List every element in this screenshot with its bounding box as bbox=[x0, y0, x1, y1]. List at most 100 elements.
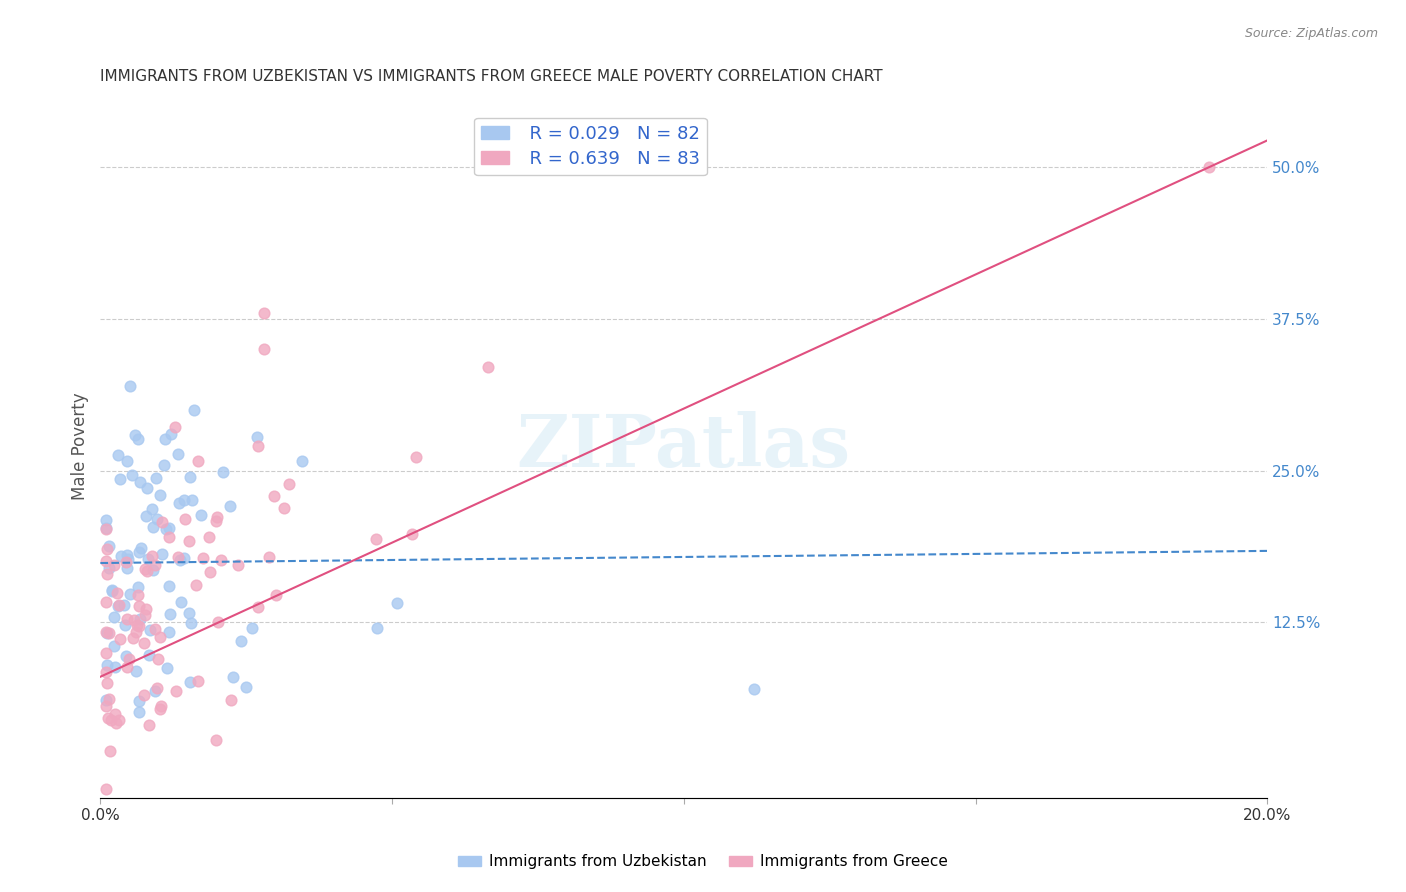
Point bbox=[477, 359, 499, 374]
Point bbox=[145, 684, 167, 698]
Point bbox=[128, 694, 150, 708]
Text: IMMIGRANTS FROM UZBEKISTAN VS IMMIGRANTS FROM GREECE MALE POVERTY CORRELATION CH: IMMIGRANTS FROM UZBEKISTAN VS IMMIGRANTS… bbox=[100, 69, 883, 84]
Point bbox=[401, 526, 423, 541]
Point bbox=[146, 512, 169, 526]
Point bbox=[122, 631, 145, 645]
Point bbox=[184, 578, 207, 592]
Point bbox=[97, 561, 120, 575]
Point bbox=[127, 588, 149, 602]
Point bbox=[149, 702, 172, 716]
Point bbox=[107, 599, 129, 613]
Point bbox=[149, 488, 172, 502]
Point bbox=[149, 630, 172, 644]
Point bbox=[159, 607, 181, 622]
Point bbox=[128, 545, 150, 559]
Point bbox=[246, 430, 269, 444]
Point bbox=[273, 500, 295, 515]
Point bbox=[98, 744, 121, 758]
Point bbox=[191, 550, 214, 565]
Point bbox=[219, 693, 242, 707]
Point bbox=[385, 596, 408, 610]
Point bbox=[150, 516, 173, 530]
Point bbox=[115, 560, 138, 574]
Point bbox=[128, 619, 150, 633]
Point bbox=[263, 489, 285, 503]
Point bbox=[226, 558, 249, 573]
Point bbox=[246, 439, 269, 453]
Point bbox=[96, 554, 118, 568]
Point bbox=[165, 683, 187, 698]
Point bbox=[129, 541, 152, 555]
Point bbox=[98, 539, 121, 553]
Point bbox=[134, 562, 156, 576]
Point bbox=[96, 646, 118, 660]
Point bbox=[190, 508, 212, 523]
Point bbox=[253, 342, 276, 356]
Point bbox=[139, 624, 162, 638]
Point bbox=[157, 624, 180, 639]
Point bbox=[96, 513, 118, 527]
Point bbox=[107, 448, 129, 462]
Point bbox=[141, 549, 163, 564]
Point bbox=[142, 520, 165, 534]
Point bbox=[145, 471, 167, 485]
Point bbox=[170, 595, 193, 609]
Point bbox=[114, 617, 136, 632]
Point bbox=[212, 465, 235, 479]
Point bbox=[179, 607, 201, 621]
Point bbox=[129, 475, 152, 489]
Point bbox=[132, 689, 155, 703]
Point bbox=[96, 520, 118, 534]
Point bbox=[96, 542, 118, 557]
Point bbox=[110, 549, 132, 563]
Point bbox=[103, 558, 125, 572]
Point bbox=[115, 549, 138, 563]
Point bbox=[167, 496, 190, 510]
Text: Source: ZipAtlas.com: Source: ZipAtlas.com bbox=[1244, 27, 1378, 40]
Point bbox=[124, 428, 146, 442]
Point bbox=[128, 612, 150, 626]
Point bbox=[115, 454, 138, 468]
Point bbox=[150, 699, 173, 714]
Text: ZIPatlas: ZIPatlas bbox=[517, 410, 851, 482]
Point bbox=[253, 306, 276, 320]
Point bbox=[173, 492, 195, 507]
Point bbox=[159, 520, 181, 534]
Point bbox=[247, 600, 270, 615]
Point bbox=[742, 682, 765, 697]
Point bbox=[112, 598, 135, 612]
Point bbox=[105, 586, 128, 600]
Point bbox=[127, 581, 149, 595]
Point bbox=[157, 530, 180, 544]
Point bbox=[173, 512, 195, 526]
Point bbox=[156, 661, 179, 675]
Point bbox=[135, 564, 157, 578]
Point bbox=[108, 714, 131, 728]
Point bbox=[240, 621, 263, 635]
Point bbox=[207, 510, 229, 524]
Point bbox=[218, 499, 240, 513]
Point bbox=[291, 453, 314, 467]
Point bbox=[96, 698, 118, 713]
Point bbox=[138, 648, 160, 663]
Point bbox=[128, 706, 150, 720]
Point bbox=[143, 558, 166, 572]
Point bbox=[157, 578, 180, 592]
Point bbox=[153, 432, 176, 446]
Point bbox=[125, 625, 148, 640]
Point bbox=[163, 419, 186, 434]
Point bbox=[103, 639, 125, 653]
Point bbox=[118, 378, 141, 392]
Point bbox=[179, 470, 201, 484]
Y-axis label: Male Poverty: Male Poverty bbox=[72, 392, 89, 500]
Point bbox=[96, 692, 118, 706]
Point bbox=[127, 618, 149, 632]
Point bbox=[180, 616, 202, 631]
Point bbox=[366, 621, 388, 635]
Point bbox=[96, 665, 118, 679]
Point bbox=[166, 549, 188, 564]
Point bbox=[98, 625, 121, 640]
Point bbox=[96, 626, 118, 640]
Point bbox=[159, 427, 181, 442]
Point bbox=[207, 615, 229, 629]
